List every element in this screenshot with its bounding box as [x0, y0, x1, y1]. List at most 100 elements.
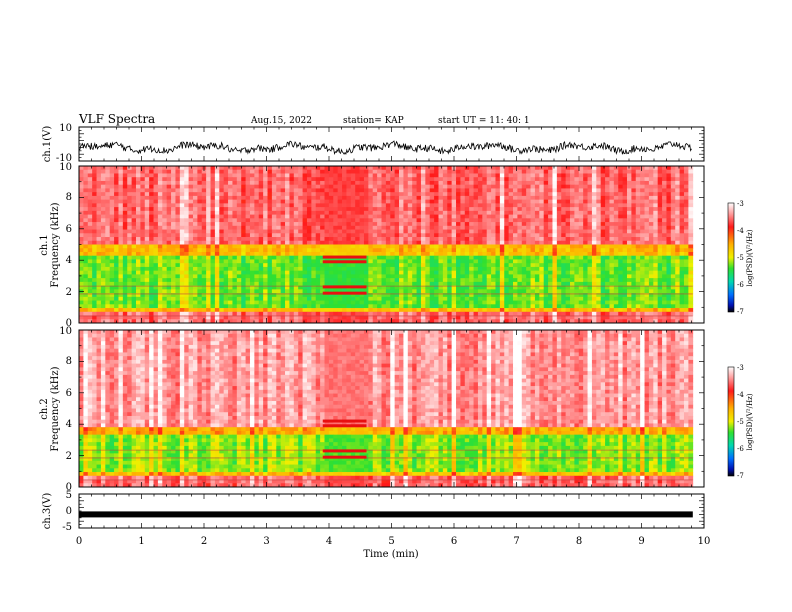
spectrogram-cell — [469, 184, 474, 189]
spectrogram-cell — [298, 285, 303, 290]
spectrogram-cell — [473, 233, 479, 238]
spectrogram-cell — [447, 225, 453, 230]
spectrogram-cell — [258, 169, 264, 174]
spectrogram-cell — [447, 210, 453, 215]
spectrogram-cell — [574, 169, 580, 174]
spectrogram-cell — [254, 173, 260, 178]
spectrogram-cell — [460, 263, 466, 268]
spectrogram-cell — [350, 192, 356, 197]
spectrogram-cell — [482, 177, 488, 182]
spectrogram-cell — [267, 244, 273, 249]
spectrogram-cell — [100, 180, 106, 186]
spectrogram-cell — [135, 173, 141, 178]
spectrogram-cell — [605, 255, 610, 260]
spectrogram-cell — [613, 210, 619, 215]
spectrogram-cell — [381, 169, 387, 174]
spectrogram-cell — [241, 195, 246, 201]
spectrogram-cell — [192, 210, 198, 215]
spectrogram-cell — [438, 270, 444, 275]
spectrogram-cell — [451, 188, 457, 193]
spectrogram-cell — [434, 222, 439, 227]
spectrogram-cell — [683, 173, 689, 178]
spectrogram-cell — [412, 244, 417, 249]
spectrogram-cell — [675, 255, 680, 260]
spectrogram-cell — [578, 192, 584, 197]
spectrogram-cell — [657, 214, 663, 219]
spectrogram-cell — [100, 266, 106, 272]
spectrogram-cell — [377, 255, 382, 260]
spectrogram-cell — [587, 289, 593, 294]
spectrogram-cell — [293, 166, 299, 171]
spectrogram-cell — [254, 237, 260, 242]
spectrogram-cell — [140, 244, 146, 249]
spectrogram-cell — [166, 266, 172, 272]
spectrogram-cell — [394, 266, 400, 272]
spectrogram-cell — [333, 203, 339, 208]
spectrogram-cell — [350, 274, 356, 279]
spectrogram-cell — [355, 278, 360, 283]
spectrogram-cell — [565, 180, 571, 186]
spectrogram-cell — [407, 285, 413, 290]
spectrogram-cell — [561, 240, 567, 245]
spectrogram-cell — [377, 289, 382, 294]
spectrogram-cell — [328, 225, 334, 230]
spectrogram-cell — [201, 237, 207, 242]
spectrogram-cell — [434, 244, 439, 249]
spectrogram-cell — [350, 293, 356, 298]
spectrogram-cell — [79, 237, 84, 242]
spectrogram-cell — [394, 180, 400, 186]
spectrogram-cell — [135, 255, 141, 260]
spectrogram-cell — [499, 207, 505, 212]
spectrogram-cell — [355, 248, 360, 253]
spectrogram-cell — [359, 180, 365, 186]
spectrogram-cell — [539, 263, 545, 268]
spectrogram-cell — [644, 285, 650, 290]
spectrogram-cell — [679, 278, 685, 283]
spectrogram-cell — [390, 225, 396, 230]
spectrogram-cell — [302, 278, 308, 283]
spectrogram-cell — [429, 199, 435, 204]
spectrogram-cell — [206, 281, 211, 287]
spectrogram-cell — [92, 210, 97, 215]
spectrogram-cell — [644, 203, 650, 208]
spectrogram-cell — [249, 173, 255, 178]
spectrogram-cell — [600, 289, 606, 294]
spectrogram-cell — [372, 278, 378, 283]
spectrogram-cell — [355, 184, 360, 189]
spectrogram-cell — [381, 210, 387, 215]
spectrogram-cell — [657, 285, 663, 290]
spectrogram-cell — [447, 180, 453, 186]
spectrogram-cell — [92, 173, 97, 178]
spectrogram-cell — [166, 248, 172, 253]
spectrogram-cell — [131, 222, 137, 227]
spectrogram-cell — [342, 218, 347, 223]
spectrogram-cell — [285, 203, 290, 208]
spectrogram-cell — [644, 289, 650, 294]
spectrogram-cell — [412, 184, 417, 189]
spectrogram-cell — [131, 188, 137, 193]
spectrogram-cell — [175, 173, 181, 178]
spectrogram-cell — [188, 285, 194, 290]
spectrogram-cell — [302, 203, 308, 208]
spectrogram-cell — [206, 210, 211, 215]
spectrogram-cell — [675, 263, 680, 268]
spectrogram-cell — [149, 222, 154, 227]
spectrogram-cell — [298, 255, 303, 260]
spectrogram-cell — [175, 244, 181, 249]
spectrogram-cell — [534, 289, 540, 294]
spectrogram-cell — [228, 173, 233, 178]
spectrogram-cell — [359, 184, 365, 189]
spectrogram-cell — [482, 188, 488, 193]
spectrogram-cell — [442, 210, 448, 215]
spectrogram-cell — [587, 199, 593, 204]
spectrogram-cell — [416, 248, 422, 253]
spectrogram-cell — [574, 237, 580, 242]
spectrogram-cell — [245, 244, 251, 249]
spectrogram-cell — [236, 263, 242, 268]
spectrogram-cell — [135, 266, 141, 272]
spectrogram-cell — [350, 169, 356, 174]
spectrogram-cell — [122, 180, 128, 186]
spectrogram-cell — [631, 225, 637, 230]
spectrogram-cell — [153, 222, 159, 227]
spectrogram-cell — [504, 281, 510, 287]
